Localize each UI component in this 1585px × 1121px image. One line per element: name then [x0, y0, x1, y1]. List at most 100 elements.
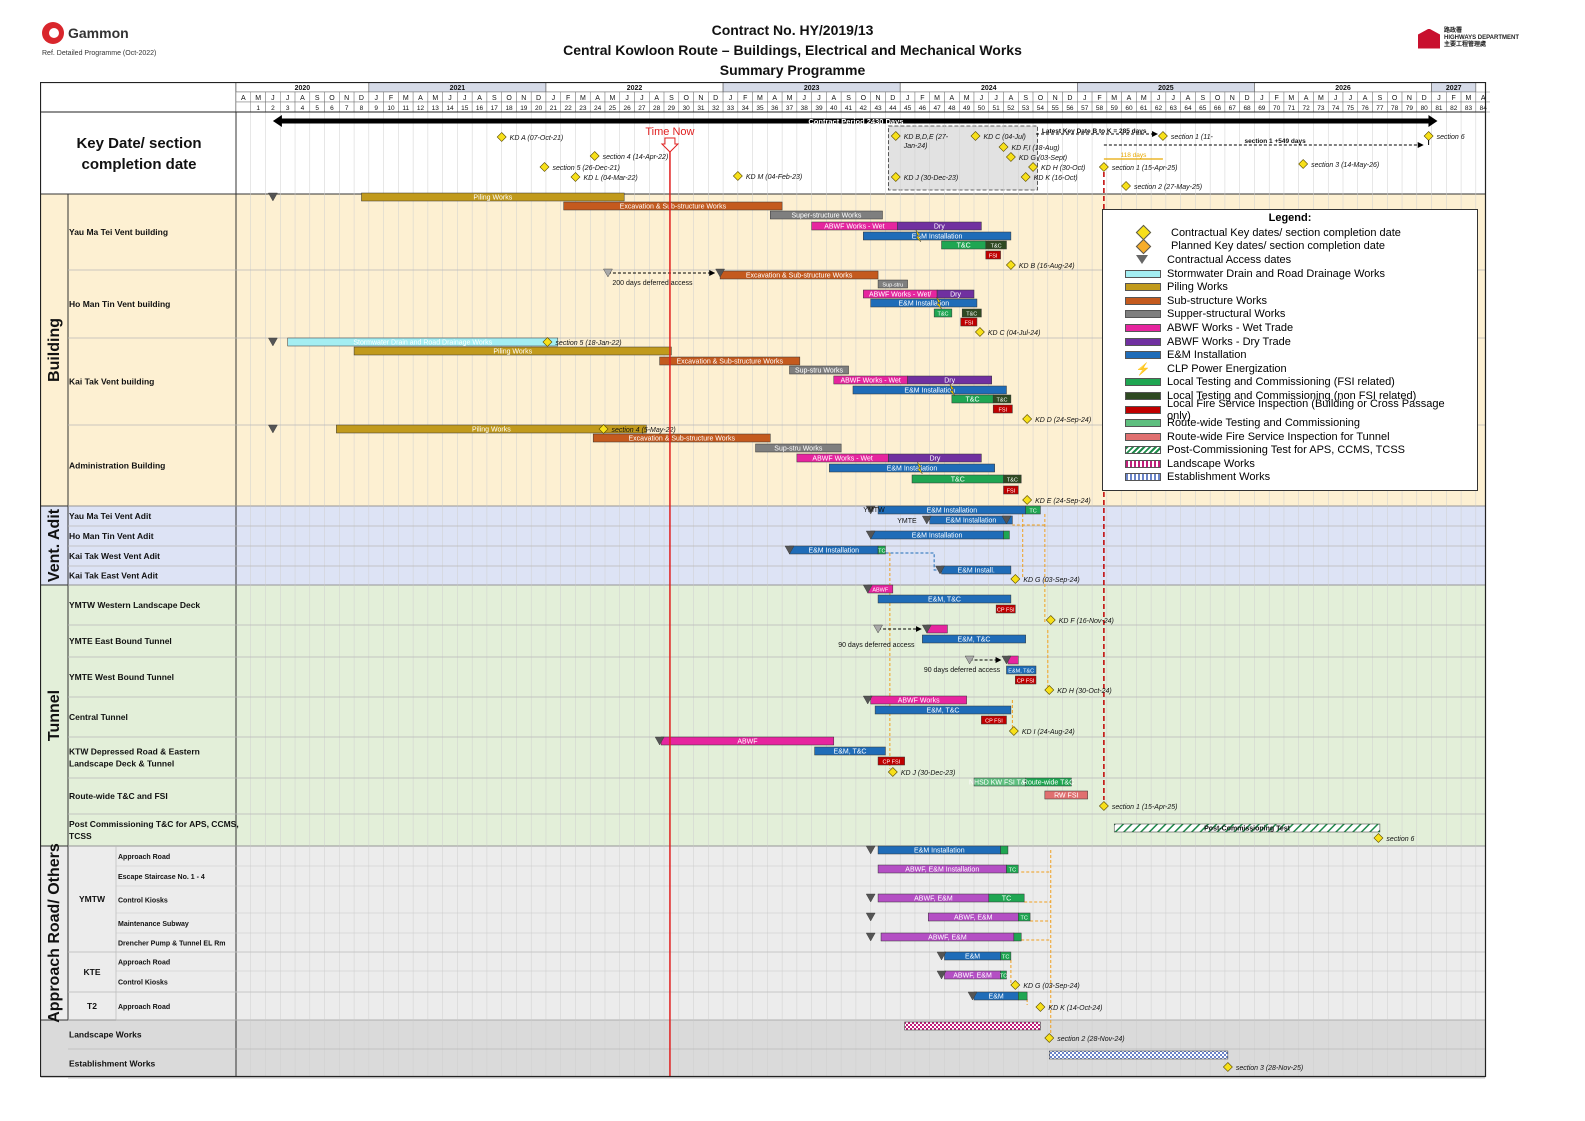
legend-label: E&M Installation	[1167, 349, 1247, 362]
month-number: 10	[387, 105, 395, 112]
key-date-diamond	[1298, 159, 1309, 169]
legend-item: ⚡ CLP Power Energization	[1111, 362, 1469, 376]
legend-swatch	[1125, 473, 1161, 482]
legend-label: Sub-structure Works	[1167, 294, 1268, 307]
activity-bar	[287, 337, 559, 347]
activity-bar	[874, 705, 1012, 715]
access-date-triangle	[862, 584, 873, 594]
row-label: Administration Building	[69, 461, 165, 471]
activity-bar-label: E&M Installation	[946, 518, 997, 525]
legend-item: ABWF Works - Dry Trade	[1111, 335, 1469, 349]
activity-bar	[960, 317, 978, 327]
activity-bar	[1018, 991, 1028, 1001]
legend-label: Piling Works	[1167, 281, 1228, 294]
activity-bar	[992, 404, 1013, 414]
year-label: 2020	[295, 85, 311, 92]
activity-bar	[1025, 777, 1072, 787]
activity-bar	[336, 424, 647, 434]
legend-label: Contractual Key dates/ section completio…	[1171, 226, 1401, 239]
month-label: J	[625, 95, 629, 102]
month-number: 84	[1480, 105, 1488, 112]
legend-item: Contractual Key dates/ section completio…	[1111, 225, 1469, 241]
activity-bar	[870, 695, 967, 705]
activity-bar	[563, 201, 783, 211]
company-name: Gammon	[68, 25, 129, 41]
month-label: J	[271, 95, 275, 102]
key-date-label: KD H (30-Oct)	[1041, 165, 1085, 172]
activity-bar-label: E&M Installation	[899, 301, 950, 308]
year-label: 2026	[1335, 85, 1351, 92]
key-date-label: KD E (24-Sep-24)	[1035, 498, 1091, 505]
row-label: Kai Tak West Vent Adit	[69, 551, 160, 561]
key-date-diamond	[570, 172, 581, 182]
month-label: S	[846, 95, 851, 102]
legend-items: Contractual Key dates/ section completio…	[1111, 225, 1469, 484]
activity-bar	[353, 346, 672, 356]
contract-arrow-right	[1428, 115, 1438, 127]
key-date-diamond	[1045, 615, 1056, 625]
legend-swatch	[1125, 310, 1161, 319]
legend-swatch	[1125, 351, 1161, 360]
key-date-diamond	[1121, 181, 1131, 191]
month-number: 47	[933, 105, 941, 112]
key-date-label: KD B (16-Aug-24)	[1019, 263, 1075, 270]
legend-label: CLP Power Energization	[1167, 362, 1287, 375]
activity-bar	[770, 210, 883, 220]
month-label: N	[521, 95, 526, 102]
row-label: YMTE East Bound Tunnel	[69, 636, 172, 646]
key-date-label: KD K (14-Oct-24)	[1048, 1005, 1102, 1012]
key-date-label: KD C (04-Jul-24)	[988, 330, 1041, 337]
keydate-section-label: Key Date/ section	[76, 135, 201, 152]
key-date-diamond	[1098, 162, 1109, 172]
access-date-triangle	[654, 736, 665, 746]
subgroup-label: YMTW	[79, 894, 106, 904]
clp-bolt-icon	[916, 461, 923, 475]
key-date-diamond	[1028, 162, 1038, 172]
month-number: 71	[1288, 105, 1296, 112]
key-date-diamond	[1373, 833, 1384, 843]
month-label: O	[1038, 95, 1044, 102]
month-label: S	[1023, 95, 1028, 102]
month-number: 46	[919, 105, 927, 112]
month-label: J	[448, 95, 452, 102]
row-label: Ho Man Tin Vent building	[69, 299, 170, 309]
section-label: Approach Road/ Others	[46, 843, 63, 1023]
key-date-label: section 4 (14-Apr-22)	[603, 154, 669, 161]
month-label: F	[389, 95, 393, 102]
activity-bar-label: E&M Installation	[914, 848, 965, 855]
month-number: 1	[256, 105, 260, 112]
month-number: 81	[1435, 105, 1443, 112]
keydate-section-label: completion date	[81, 156, 196, 173]
year-label: 2022	[627, 85, 643, 92]
month-number: 26	[624, 105, 632, 112]
month-number: 15	[461, 105, 469, 112]
time-now-arrow-icon	[660, 137, 680, 153]
month-number: 12	[417, 105, 425, 112]
month-number: 54	[1037, 105, 1045, 112]
month-label: O	[1392, 95, 1398, 102]
activity-bar	[904, 1021, 1041, 1031]
activity-bar	[877, 545, 886, 555]
activity-bar	[1006, 864, 1019, 874]
month-label: F	[566, 95, 570, 102]
row-label: Post Commissioning T&C for APS, CCMS,	[69, 819, 239, 829]
activity-bar-label: E&M Installation	[912, 234, 963, 241]
key-date-label: section 1 (15-Apr-25)	[1112, 165, 1178, 172]
month-label: J	[1260, 95, 1264, 102]
month-label: M	[1288, 95, 1294, 102]
activity-bar	[592, 433, 771, 443]
row-label: Route-wide T&C and FSI	[69, 791, 168, 801]
activity-bar-label: ABWF Works - Wet	[840, 378, 900, 385]
activity-bar-label: Excavation & Sub-structure Works	[746, 273, 853, 280]
activity-bar	[988, 893, 1025, 903]
month-label: A	[1186, 95, 1191, 102]
section-bg	[41, 585, 1485, 846]
month-number: 34	[742, 105, 750, 112]
highways-department-icon	[1418, 28, 1440, 49]
legend-swatch	[1125, 296, 1161, 305]
year-label: 2024	[981, 85, 997, 92]
activity-bar-label: Excavation & Sub-structure Works	[629, 436, 736, 443]
row-label: Landscape Works	[69, 1030, 142, 1040]
legend-swatch	[1125, 337, 1161, 346]
activity-bar-label: E&M, T&C	[928, 597, 961, 604]
